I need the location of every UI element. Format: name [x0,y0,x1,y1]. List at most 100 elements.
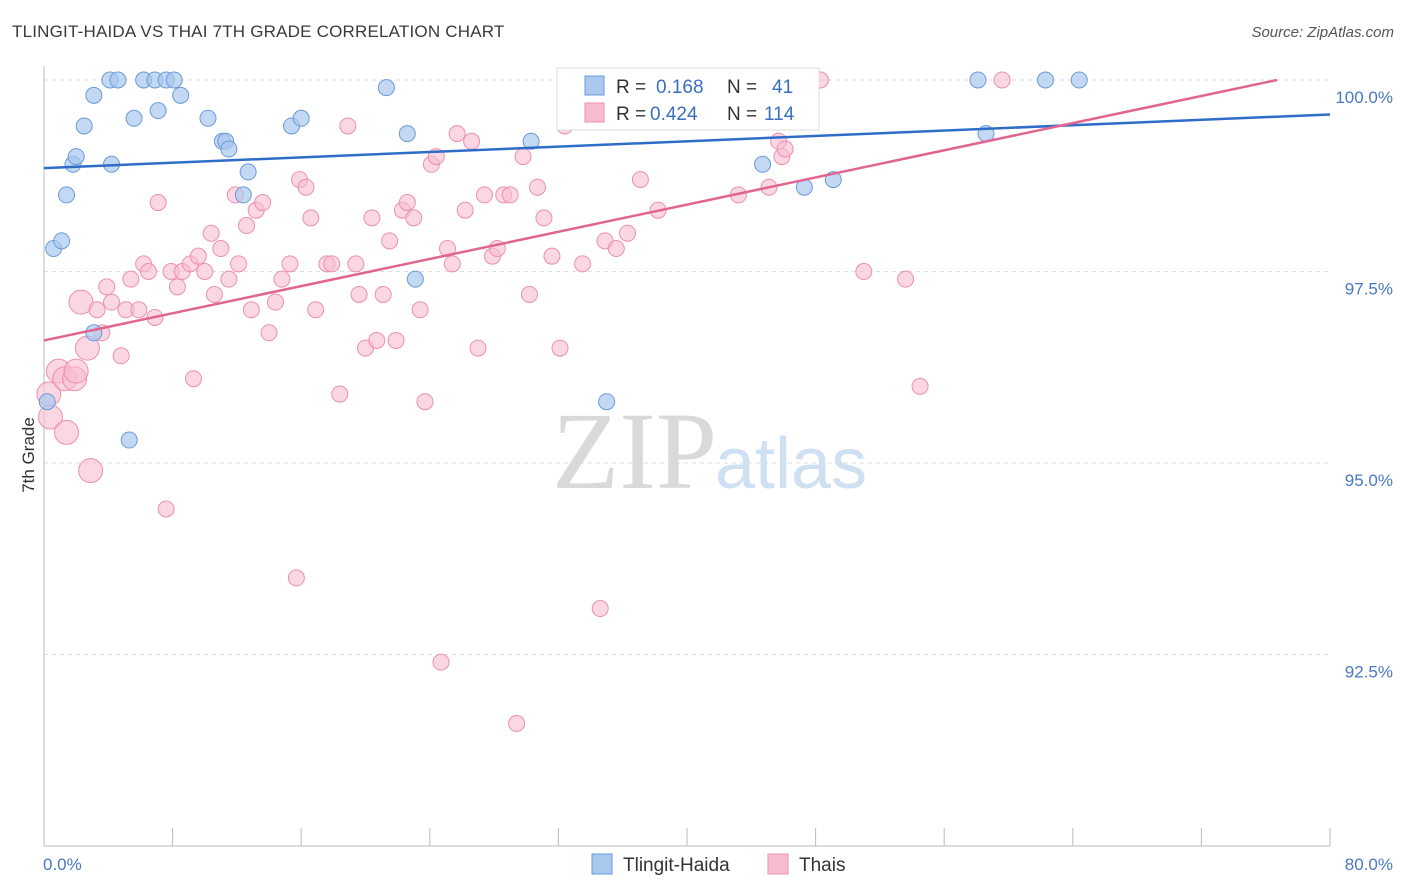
thais-point [438,240,456,258]
thais-point [411,301,429,319]
y-tick-label: 97.5% [1345,280,1393,299]
thais-point [297,178,315,196]
thais-point [242,301,260,319]
thais-point [776,140,794,158]
thais-point [456,201,474,219]
thais-point [398,194,416,212]
tlingit-haida-point [239,163,257,181]
thais-point [205,285,223,303]
tlingit-haida-point [172,86,190,104]
tlingit-haida-point [1036,71,1054,89]
thais-point [619,224,637,242]
tlingit-haida-point [67,148,85,166]
thais-point [463,132,481,150]
thais-point [254,194,272,212]
thais-point [416,393,434,411]
thais-point [529,178,547,196]
source-credit: Source: ZipAtlas.com [1251,24,1394,41]
thais-point [574,255,592,273]
trend-lines [43,78,1331,342]
tlingit-haida-point [38,393,56,411]
thais-point [591,600,609,618]
watermark: ZIP atlas [552,390,867,512]
legend-r-value-2: 0.424 [650,104,698,125]
axes-layer: 92.5% 95.0% 97.5% 100.0% [43,66,1393,847]
tlingit-haida-point [398,125,416,143]
thais-point [130,301,148,319]
thais-point [535,209,553,227]
x-tick-label-max: 80.0% [1345,855,1393,874]
tlingit-haida-point [292,109,310,127]
thais-point [331,385,349,403]
thais-point [469,339,487,357]
legend-n-label-2: N = [727,104,757,125]
thais-point [189,247,207,265]
tlingit-haida-trendline [43,113,1331,170]
thais-point [98,278,116,296]
stats-legend: R = 0.168 N = 41 R = 0.424 N = 114 [556,67,820,131]
tlingit-haida-point [149,102,167,120]
thais-point [302,209,320,227]
tlingit-haida-point [85,324,103,342]
y-tick-label: 100.0% [1335,88,1393,107]
legend-n-value-2: 114 [764,104,795,125]
legend-r-label-1: R = [616,77,646,98]
tlingit-haida-point [1070,71,1088,89]
thais-point [157,500,175,518]
bottom-legend-label-thais: Thais [799,855,845,876]
thais-point [196,263,214,280]
thais-point [448,125,466,143]
tlingit-haida-point [109,71,127,89]
thais-point [63,358,89,384]
thais-point [475,186,493,204]
thais-point [202,224,220,242]
thais-point [103,293,121,311]
thais-point [432,653,450,671]
thais-point [68,289,94,315]
thais-point [139,263,157,280]
thais-point [281,255,299,273]
thais-point [551,339,569,357]
thais-point [514,148,532,166]
thais-point [381,232,399,250]
thais-point [520,285,538,303]
watermark-zip: ZIP [552,390,717,512]
tlingit-haida-point [598,393,616,411]
bottom-legend-label-tlingit-haida: Tlingit-Haida [623,855,730,876]
thais-point [260,324,278,342]
thais-point [168,278,186,296]
thais-point [368,331,386,349]
thais-point [405,209,423,227]
y-axis-title: 7th Grade [19,417,38,493]
thais-point [149,194,167,212]
legend-n-label-1: N = [727,77,757,98]
thais-point [897,270,915,288]
thais-point [347,255,365,273]
thais-point [855,263,873,280]
thais-point [339,117,357,135]
grid-layer [44,79,1330,655]
tlingit-haida-point [522,132,540,150]
chart-title: TLINGIT-HAIDA VS THAI 7TH GRADE CORRELAT… [12,22,505,41]
tlingit-haida-point [406,270,424,288]
tlingit-haida-point [120,431,138,449]
thais-point [543,247,561,265]
legend-swatch-thais [584,102,605,123]
tlingit-haida-point [377,79,395,97]
thais-point [350,285,368,303]
legend-swatch-tlingit-haida [584,75,605,96]
tlingit-haida-point [234,186,252,204]
watermark-atlas: atlas [715,424,867,504]
thais-point [238,217,256,235]
thais-point [363,209,381,227]
x-tick-label-min: 0.0% [43,855,82,874]
thais-point [508,714,526,732]
thais-point [54,419,80,445]
thais-point [387,331,405,349]
tlingit-haida-point [125,109,143,127]
tlingit-haida-point [85,86,103,104]
thais-point [112,347,130,365]
thais-point [212,240,230,258]
legend-r-value-1: 0.168 [656,77,704,98]
thais-point [993,71,1011,89]
